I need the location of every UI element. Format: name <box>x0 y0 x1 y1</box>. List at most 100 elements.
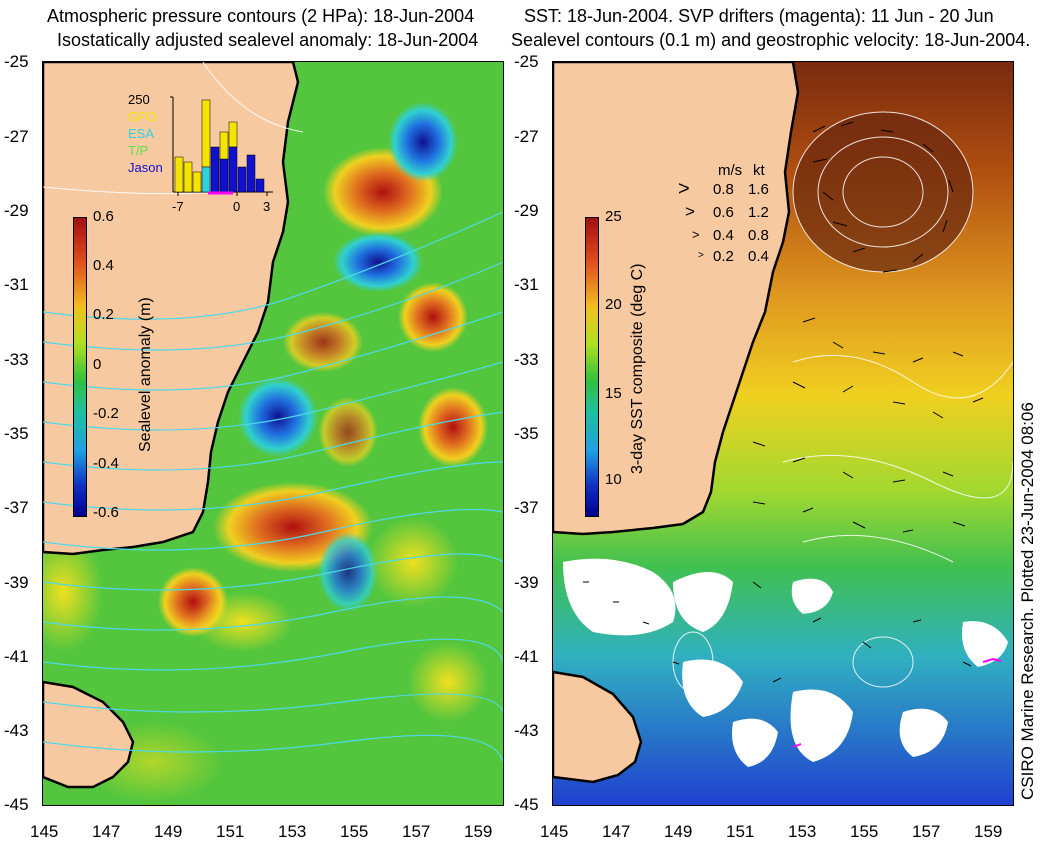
x-tick-label: 147 <box>92 822 121 841</box>
y-tick-label: -39 <box>4 573 29 592</box>
mainland-landmass <box>553 62 800 536</box>
pressure-contours <box>43 211 503 763</box>
x-tick-label: 151 <box>726 822 755 841</box>
velocity-legend-kt: 1.6 <box>748 181 769 198</box>
velocity-legend-kt: 1.2 <box>748 204 769 221</box>
inset-legend-esa: ESA <box>128 126 155 141</box>
arrow-glyph-icon: > <box>678 178 690 200</box>
tasmania-landmass <box>43 680 135 789</box>
y-tick-label: -43 <box>4 721 29 740</box>
colorbar-label: 3-day SST composite (deg C) <box>629 263 646 474</box>
sst-colorbar <box>585 217 599 517</box>
x-tick-label: 157 <box>402 822 431 841</box>
y-tick-label: -43 <box>514 721 539 740</box>
colorbar-tick: 0.2 <box>93 306 114 323</box>
inset-legend-jason: Jason <box>128 160 163 175</box>
inset-ymax-label: 250 <box>128 92 150 107</box>
velocity-legend-header-ms: m/s <box>718 162 743 179</box>
y-tick-label: -25 <box>4 52 29 71</box>
y-tick-label: -33 <box>514 350 539 369</box>
x-tick-label: 159 <box>464 822 493 841</box>
cold-eddy <box>333 232 423 292</box>
right-title-line1: SST: 18-Jun-2004. SVP drifters (magenta)… <box>524 6 994 26</box>
x-tick-label: 149 <box>664 822 693 841</box>
colorbar-tick: 20 <box>605 296 622 313</box>
inset-legend-gfo: GFO <box>128 109 157 124</box>
cold-eddy <box>388 102 458 182</box>
y-tick-label: -41 <box>4 647 29 666</box>
warm-core-eddy <box>793 112 973 272</box>
colorbar-tick: 0.6 <box>93 208 114 225</box>
x-tick-label: 155 <box>340 822 369 841</box>
inset-xtick: 0 <box>233 199 241 214</box>
y-tick-label: -37 <box>514 498 539 517</box>
left-title-line1: Atmospheric pressure contours (2 HPa): 1… <box>47 6 475 26</box>
y-tick-label: -35 <box>4 424 29 443</box>
y-tick-label: -35 <box>514 424 539 443</box>
geostrophic-velocity-arrows <box>583 121 984 683</box>
cloud-mask <box>563 558 1008 767</box>
y-tick-label: -31 <box>514 275 539 294</box>
y-tick-label: -45 <box>514 795 539 814</box>
y-tick-label: -29 <box>4 201 29 220</box>
credit-text: CSIRO Marine Research. Plotted 23-Jun-20… <box>1018 402 1037 800</box>
y-tick-label: -29 <box>514 201 539 220</box>
x-tick-label: 159 <box>974 822 1003 841</box>
left-map-panel: 250 GFO ESA T/P Jason - <box>42 61 504 806</box>
velocity-legend-ms: 0.2 <box>713 248 734 265</box>
x-tick-label: 147 <box>602 822 631 841</box>
drifter-track <box>982 657 1002 663</box>
velocity-legend-ms: 0.8 <box>713 181 734 198</box>
land-pressure-contours <box>43 62 304 195</box>
velocity-legend-ms: 0.4 <box>713 227 734 244</box>
velocity-legend-header-kt: kt <box>753 162 765 179</box>
y-tick-label: -37 <box>4 498 29 517</box>
colorbar-tick: 15 <box>605 385 622 402</box>
y-tick-label: -41 <box>514 647 539 666</box>
x-tick-label: 157 <box>912 822 941 841</box>
sealevel-colorbar <box>73 217 87 517</box>
right-map-panel: 25 20 15 10 3-day SST composite (deg C) … <box>552 61 1014 806</box>
inset-xtick: 3 <box>263 199 271 214</box>
y-tick-label: -45 <box>4 795 29 814</box>
left-title-line2: Isostatically adjusted sealevel anomaly:… <box>57 30 479 50</box>
cold-eddy <box>238 377 318 457</box>
drifter-track <box>792 743 802 748</box>
x-tick-label: 153 <box>278 822 307 841</box>
right-map-svg <box>553 62 1013 805</box>
colorbar-tick: -0.6 <box>93 504 119 521</box>
colorbar-tick: -0.4 <box>93 455 119 472</box>
x-tick-label: 155 <box>850 822 879 841</box>
velocity-legend-ms: 0.6 <box>713 204 734 221</box>
y-tick-label: -33 <box>4 350 29 369</box>
y-tick-label: -31 <box>4 275 29 294</box>
inset-legend-tp: T/P <box>128 143 149 158</box>
velocity-legend-kt: 0.4 <box>748 248 769 265</box>
inset-bars <box>170 96 273 196</box>
colorbar-tick: -0.2 <box>93 405 119 422</box>
y-tick-label: -27 <box>4 127 29 146</box>
tasmania-landmass <box>553 670 643 784</box>
y-tick-label: -39 <box>514 573 539 592</box>
arrow-glyph-icon: > <box>685 202 695 221</box>
x-tick-label: 153 <box>788 822 817 841</box>
warm-eddy <box>398 282 468 352</box>
right-title-line2: Sealevel contours (0.1 m) and geostrophi… <box>511 30 1031 50</box>
colorbar-tick: 25 <box>605 208 622 225</box>
arrow-glyph-icon: > <box>692 227 700 242</box>
colorbar-tick: 0.4 <box>93 257 114 274</box>
x-tick-label: 145 <box>540 822 569 841</box>
y-tick-label: -25 <box>514 52 539 71</box>
warm-eddy <box>418 387 488 467</box>
x-tick-label: 149 <box>154 822 183 841</box>
inset-xtick: -7 <box>172 199 184 214</box>
colorbar-tick: 10 <box>605 471 622 488</box>
colorbar-label: Sealevel anomaly (m) <box>137 297 154 452</box>
arrow-glyph-icon: > <box>698 250 704 261</box>
inset-histogram: 250 GFO ESA T/P Jason - <box>123 87 323 227</box>
velocity-legend-kt: 0.8 <box>748 227 769 244</box>
x-tick-label: 151 <box>216 822 245 841</box>
x-tick-label: 145 <box>30 822 59 841</box>
velocity-legend: m/s kt > 0.8 1.6 > 0.6 1.2 > 0.4 0.8 > 0… <box>678 162 798 272</box>
colorbar-tick: 0 <box>93 356 102 373</box>
